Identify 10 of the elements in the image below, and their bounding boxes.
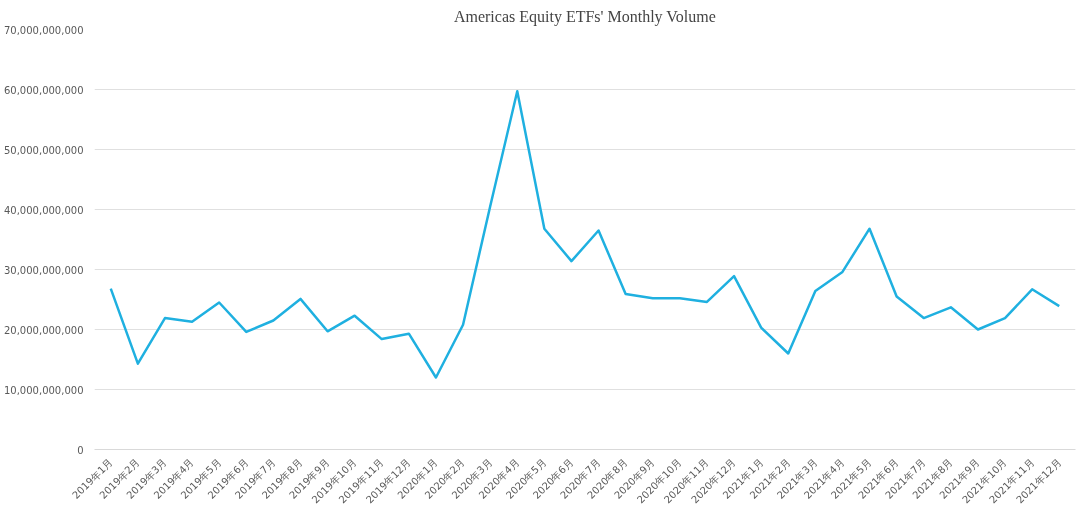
line-series	[109, 90, 1061, 379]
y-tick-label: 20,000,000,000	[3, 324, 84, 336]
y-tick-label: 50,000,000,000	[3, 144, 84, 156]
y-tick-label: 60,000,000,000	[3, 84, 84, 96]
y-tick-label: 40,000,000,000	[3, 204, 84, 216]
y-tick-label: 30,000,000,000	[3, 264, 84, 276]
y-tick-label: 0	[77, 444, 84, 456]
chart-title: Americas Equity ETFs' Monthly Volume	[453, 7, 716, 26]
y-tick-label: 70,000,000,000	[3, 24, 84, 36]
y-tick-label: 10,000,000,000	[3, 384, 84, 396]
